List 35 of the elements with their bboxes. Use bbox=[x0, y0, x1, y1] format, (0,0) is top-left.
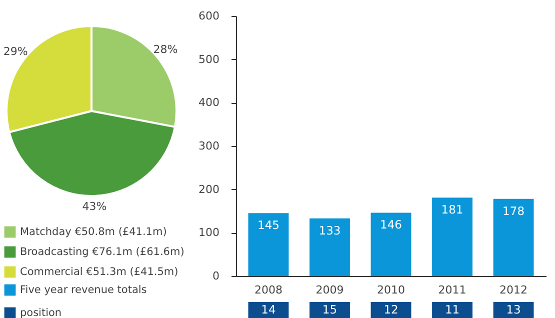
bar bbox=[432, 198, 472, 276]
data-label: 14 bbox=[261, 302, 276, 316]
bar bbox=[493, 198, 534, 276]
y-tick-label: 600 bbox=[198, 10, 220, 22]
legend-label: Commercial €51.3m (£41.5m) bbox=[20, 266, 178, 278]
y-tick-label: 300 bbox=[198, 140, 220, 152]
x-tick-label: 2008 bbox=[254, 284, 282, 296]
y-tick-label: 0 bbox=[212, 270, 220, 282]
data-label: 178 bbox=[502, 204, 525, 218]
bar bbox=[248, 213, 289, 276]
data-label: 15 bbox=[322, 302, 338, 316]
y-tick-label: 400 bbox=[198, 96, 220, 110]
x-tick-label: 2009 bbox=[316, 284, 344, 296]
data-label: 133 bbox=[318, 223, 341, 238]
data-label: 12 bbox=[384, 302, 398, 316]
x-tick-label: 2010 bbox=[377, 284, 405, 296]
data-label: 145 bbox=[257, 218, 280, 232]
y-tick-label: 200 bbox=[198, 182, 220, 196]
legend-label: position bbox=[20, 307, 62, 318]
y-tick-label: 500 bbox=[198, 52, 220, 66]
legend-label: Five year revenue totals bbox=[20, 284, 147, 296]
x-tick-label: 2011 bbox=[438, 284, 466, 296]
data-label: 29% bbox=[3, 45, 28, 58]
bar bbox=[310, 218, 350, 276]
data-label: 146 bbox=[380, 218, 402, 232]
data-label: 13 bbox=[506, 302, 521, 316]
data-label: 181 bbox=[441, 202, 464, 217]
data-label: 11 bbox=[444, 302, 460, 316]
legend-label: Matchday €50.8m (£41.1m) bbox=[20, 226, 167, 238]
x-tick-label: 2012 bbox=[500, 284, 528, 296]
legend-label: Broadcasting €76.1m (£61.6m) bbox=[20, 246, 184, 258]
data-label: 43% bbox=[82, 200, 107, 213]
data-label: 28% bbox=[153, 42, 178, 56]
y-tick-label: 100 bbox=[198, 226, 220, 240]
bar bbox=[370, 212, 412, 276]
